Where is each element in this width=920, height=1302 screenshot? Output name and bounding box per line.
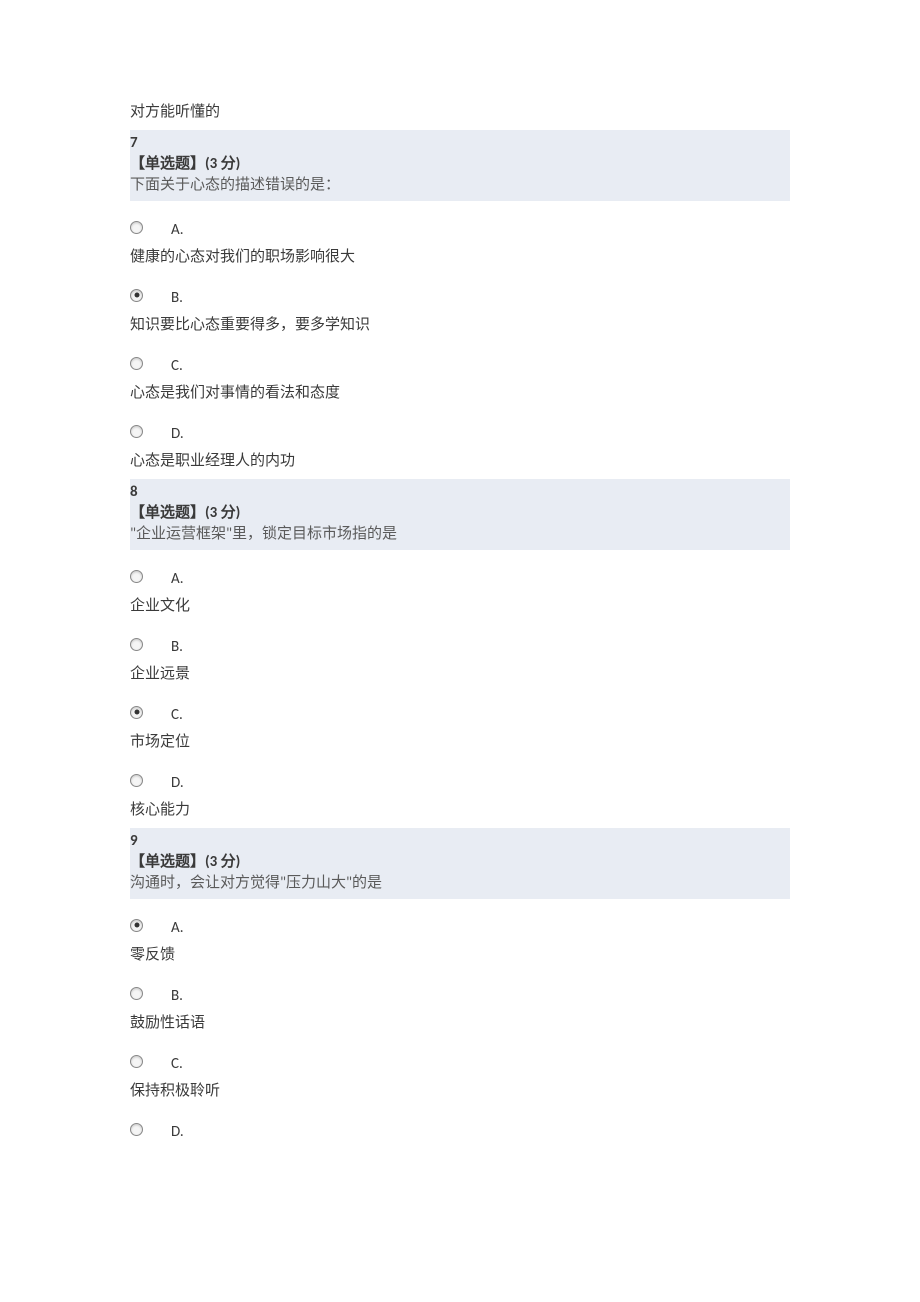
- option-row: C.: [130, 351, 790, 375]
- question-header-7: 7 【单选题】(3 分) 下面关于心态的描述错误的是：: [130, 130, 790, 201]
- radio-icon[interactable]: [130, 638, 143, 651]
- option-row: B.: [130, 981, 790, 1005]
- question-prompt: 下面关于心态的描述错误的是：: [130, 173, 790, 197]
- option-text: 企业远景: [130, 662, 790, 686]
- radio-icon[interactable]: [130, 357, 143, 370]
- option-row: D.: [130, 419, 790, 443]
- option-row: B.: [130, 283, 790, 307]
- question-number: 9: [130, 832, 790, 850]
- option-letter: C.: [171, 1055, 183, 1073]
- question-number: 8: [130, 483, 790, 501]
- option-letter: B.: [171, 987, 183, 1005]
- option-row: C.: [130, 1049, 790, 1073]
- option-letter: D.: [171, 774, 184, 792]
- option-letter: A.: [171, 221, 184, 239]
- radio-icon-selected[interactable]: [130, 289, 143, 302]
- radio-icon[interactable]: [130, 1055, 143, 1068]
- radio-icon[interactable]: [130, 987, 143, 1000]
- option-text: 鼓励性话语: [130, 1011, 790, 1035]
- option-letter: C.: [171, 706, 183, 724]
- option-row: A.: [130, 215, 790, 239]
- option-text: 健康的心态对我们的职场影响很大: [130, 245, 790, 269]
- question-type: 【单选题】(3 分): [130, 152, 790, 173]
- option-row: A.: [130, 913, 790, 937]
- page-content: 对方能听懂的 7 【单选题】(3 分) 下面关于心态的描述错误的是： A. 健康…: [0, 0, 920, 1183]
- question-header-9: 9 【单选题】(3 分) 沟通时，会让对方觉得"压力山大"的是: [130, 828, 790, 899]
- option-text: 心态是职业经理人的内功: [130, 449, 790, 473]
- option-text: 核心能力: [130, 798, 790, 822]
- radio-icon[interactable]: [130, 1123, 143, 1136]
- option-letter: A.: [171, 570, 184, 588]
- option-text: 市场定位: [130, 730, 790, 754]
- question-type: 【单选题】(3 分): [130, 501, 790, 522]
- radio-icon[interactable]: [130, 221, 143, 234]
- option-row: A.: [130, 564, 790, 588]
- option-row: C.: [130, 700, 790, 724]
- radio-icon[interactable]: [130, 774, 143, 787]
- option-letter: B.: [171, 638, 183, 656]
- radio-icon-selected[interactable]: [130, 919, 143, 932]
- radio-icon[interactable]: [130, 570, 143, 583]
- option-row: D.: [130, 1117, 790, 1141]
- question-prompt: 沟通时，会让对方觉得"压力山大"的是: [130, 871, 790, 895]
- option-letter: B.: [171, 289, 183, 307]
- option-letter: D.: [171, 1123, 184, 1141]
- question-number: 7: [130, 134, 790, 152]
- option-text: 企业文化: [130, 594, 790, 618]
- radio-icon[interactable]: [130, 425, 143, 438]
- option-letter: A.: [171, 919, 184, 937]
- question-prompt: "企业运营框架"里，锁定目标市场指的是: [130, 522, 790, 546]
- option-letter: D.: [171, 425, 184, 443]
- option-row: D.: [130, 768, 790, 792]
- option-text: 心态是我们对事情的看法和态度: [130, 381, 790, 405]
- option-text: 零反馈: [130, 943, 790, 967]
- question-header-8: 8 【单选题】(3 分) "企业运营框架"里，锁定目标市场指的是: [130, 479, 790, 550]
- option-text: 知识要比心态重要得多，要多学知识: [130, 313, 790, 337]
- question-type: 【单选题】(3 分): [130, 850, 790, 871]
- option-letter: C.: [171, 357, 183, 375]
- option-text: 保持积极聆听: [130, 1079, 790, 1103]
- option-row: B.: [130, 632, 790, 656]
- radio-icon-selected[interactable]: [130, 706, 143, 719]
- intro-text: 对方能听懂的: [130, 100, 790, 124]
